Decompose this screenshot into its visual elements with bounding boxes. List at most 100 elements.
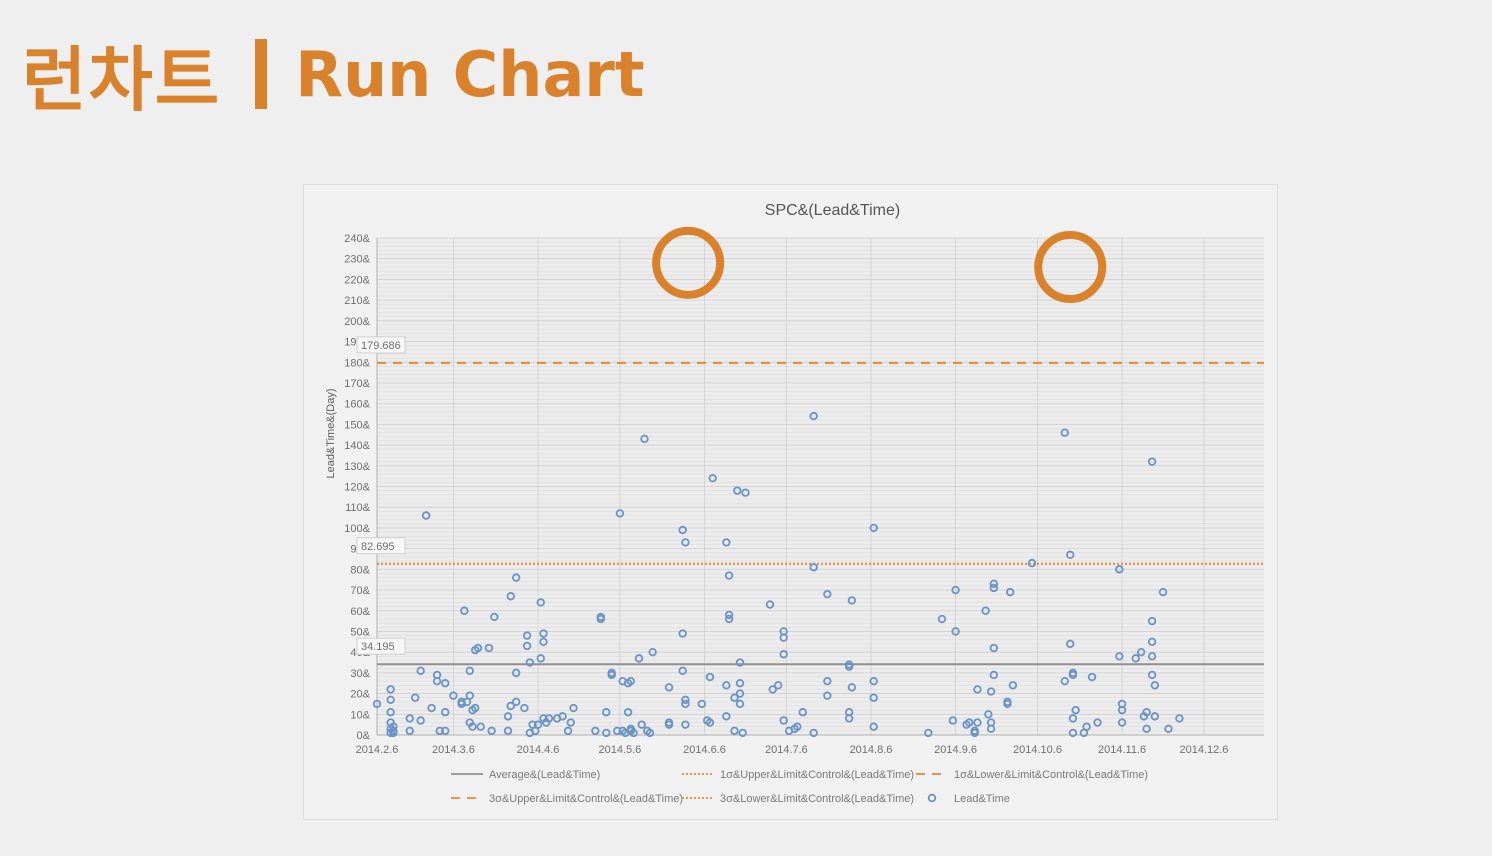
data-point: [705, 718, 715, 727]
data-point: [809, 563, 818, 572]
data-point: [1115, 565, 1124, 574]
data-point: [441, 679, 450, 688]
data-point: [823, 589, 832, 599]
data-point: [697, 699, 706, 709]
data-point: [1131, 654, 1140, 663]
y-tick-label: 210&: [344, 295, 370, 307]
x-tick-label: 2014.10.6: [1013, 744, 1062, 756]
data-point: [522, 631, 532, 640]
data-point: [735, 699, 745, 709]
data-point: [487, 726, 496, 736]
data-point: [566, 718, 575, 727]
legend-item: Lead&Time: [927, 793, 1010, 805]
slide-title-english: Run Chart: [295, 37, 645, 111]
data-point: [411, 693, 420, 702]
data-point: [432, 676, 442, 686]
data-point: [948, 716, 958, 725]
data-point: [708, 474, 717, 483]
data-point: [591, 726, 600, 736]
data-point: [1164, 724, 1173, 733]
data-point: [1060, 676, 1069, 686]
data-point: [506, 701, 515, 711]
series-lead-time: [372, 411, 1184, 738]
data-point: [1175, 714, 1184, 723]
legend-item: Average&(Lead&Time): [451, 769, 600, 781]
data-point: [724, 610, 734, 620]
data-point: [1071, 705, 1080, 715]
y-tick-label: 240&: [344, 233, 370, 245]
data-point: [602, 728, 611, 738]
data-point: [765, 600, 775, 609]
legend-label: 1σ&Lower&Limit&Control&(Lead&Time): [954, 769, 1148, 781]
data-point: [503, 726, 513, 736]
x-tick-label: 2014.5.6: [598, 744, 641, 756]
data-point: [637, 720, 646, 729]
data-point: [602, 708, 611, 717]
y-tick-label: 140&: [344, 440, 370, 452]
data-point: [730, 693, 739, 702]
legend-item: 3σ&Lower&Limit&Control&(Lead&Time): [682, 793, 914, 805]
x-tick-label: 2014.8.6: [850, 744, 893, 756]
data-point: [533, 720, 543, 729]
y-tick-label: 30&: [350, 668, 370, 680]
data-point: [735, 679, 745, 688]
data-point: [536, 598, 545, 607]
data-point: [1147, 637, 1157, 647]
reference-label: 179.686: [361, 340, 401, 352]
data-point: [869, 676, 878, 686]
data-point: [416, 666, 425, 676]
data-point: [681, 538, 690, 547]
data-point: [937, 614, 947, 624]
y-tick-label: 200&: [344, 316, 370, 328]
data-point: [1117, 705, 1127, 715]
data-point: [681, 699, 690, 709]
data-point: [615, 509, 625, 518]
data-point: [989, 643, 999, 653]
data-point: [435, 726, 444, 736]
data-point: [705, 672, 715, 682]
data-point: [612, 726, 622, 736]
data-point: [607, 670, 616, 680]
data-point: [1068, 728, 1078, 738]
reference-label: 82.695: [361, 541, 395, 553]
data-point: [678, 525, 687, 535]
data-point: [596, 614, 605, 624]
reference-label: 34.195: [361, 641, 395, 653]
data-point: [558, 712, 567, 721]
y-tick-label: 0&: [357, 730, 371, 742]
x-tick-label: 2014.11.6: [1098, 744, 1146, 756]
y-tick-label: 150&: [344, 419, 370, 431]
data-point: [1147, 670, 1157, 680]
y-axis-label: Lead&Time&(Day): [325, 388, 337, 478]
data-point: [1066, 550, 1075, 560]
x-tick-label: 2014.12.6: [1179, 744, 1228, 756]
data-point: [741, 488, 750, 497]
data-point: [1068, 714, 1078, 723]
data-point: [468, 722, 477, 731]
data-point: [844, 714, 854, 723]
data-point: [773, 681, 783, 690]
legend-symbol: [927, 793, 937, 803]
data-point: [1066, 639, 1075, 649]
data-point: [626, 676, 636, 686]
data-point: [724, 571, 734, 580]
chart-title: SPC&(Lead&Time): [765, 202, 900, 219]
data-point: [1147, 616, 1157, 626]
legend-label: 3σ&Upper&Limit&Control&(Lead&Time): [489, 793, 683, 805]
data-point: [965, 718, 974, 727]
y-tick-label: 230&: [344, 254, 370, 266]
data-point: [1027, 558, 1037, 568]
data-point: [798, 708, 807, 717]
data-point: [664, 683, 674, 692]
data-point: [809, 411, 818, 421]
data-point: [678, 629, 687, 638]
data-point: [563, 726, 573, 736]
data-point: [951, 627, 960, 636]
y-tick-label: 50&: [350, 626, 370, 638]
y-tick-label: 110&: [345, 502, 371, 514]
data-point: [779, 650, 788, 659]
y-tick-label: 120&: [344, 482, 370, 494]
data-point: [809, 728, 818, 738]
x-tick-label: 2014.7.6: [765, 744, 808, 756]
y-tick-label: 10&: [350, 709, 370, 721]
